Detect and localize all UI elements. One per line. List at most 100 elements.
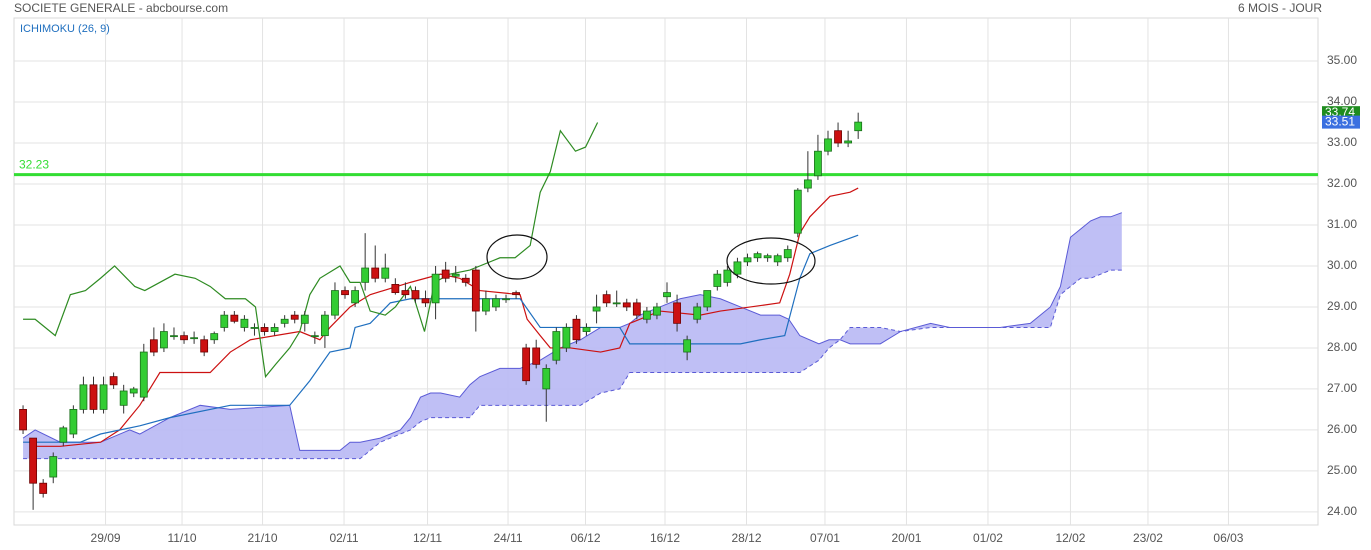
x-tick-label: 29/09	[91, 531, 121, 545]
candle-body	[803, 179, 812, 189]
candle-body	[512, 292, 520, 296]
candle-body	[592, 306, 601, 312]
indicator-line	[23, 234, 859, 443]
y-tick-label: 24.00	[1327, 504, 1357, 518]
candle-body	[39, 482, 48, 494]
candle-body	[270, 327, 279, 332]
candle-body	[814, 150, 822, 177]
level: 32.23	[14, 158, 1318, 177]
candle-body	[89, 384, 98, 410]
candle-body	[471, 269, 480, 312]
candle-body	[49, 456, 58, 478]
candle-body	[673, 302, 681, 324]
candle-body	[532, 347, 541, 365]
annotation-ellipse	[486, 234, 548, 280]
candle-body	[542, 368, 551, 390]
candle-body	[411, 290, 420, 300]
x-tick-label: 07/01	[810, 531, 840, 545]
candle-body	[552, 331, 561, 361]
candle-body	[723, 269, 732, 283]
candle-body	[119, 390, 128, 406]
candle-body	[653, 306, 661, 316]
y-tick-label: 31.00	[1327, 217, 1357, 231]
candle-body	[401, 290, 410, 296]
candle-body	[642, 310, 651, 320]
candle-body	[341, 290, 349, 296]
candle-body	[59, 427, 68, 443]
candle-body	[693, 306, 702, 320]
candle-body	[180, 335, 188, 341]
x-tick-label: 06/12	[570, 531, 600, 545]
candle-body	[310, 335, 319, 338]
candle-body	[19, 409, 27, 431]
candle-body	[663, 292, 671, 298]
candle-body	[421, 298, 430, 304]
level-label: 32.23	[19, 158, 49, 172]
candle-body	[703, 290, 712, 308]
y-tick-label: 33.00	[1327, 135, 1357, 149]
candle-body	[582, 327, 591, 332]
candle-body	[210, 333, 219, 341]
y-tick-label: 28.00	[1327, 340, 1357, 354]
x-tick-label: 23/02	[1133, 531, 1163, 545]
candle-body	[321, 314, 329, 337]
y-tick-label: 25.00	[1327, 463, 1357, 477]
y-tick-label: 29.00	[1327, 299, 1357, 313]
y-tick-label: 34.00	[1327, 94, 1357, 108]
candle-body	[622, 302, 631, 308]
candle-body	[139, 351, 148, 398]
candle-body	[773, 255, 782, 263]
candles	[19, 112, 863, 510]
price-tag	[1322, 115, 1360, 129]
candle-body	[371, 267, 380, 279]
candle-body	[431, 273, 440, 304]
labels: 24.00 25.00 26.00 27.00 28.00 29.00 30.00 31.00…	[91, 53, 1360, 545]
y-tick-label: 26.00	[1327, 422, 1357, 436]
x-tick-label: 12/11	[413, 531, 442, 545]
candle-body	[461, 277, 470, 283]
price-tag-label: 33.74	[1325, 105, 1355, 119]
annotation-ellipse	[726, 237, 816, 285]
x-tick-label: 02/11	[329, 531, 358, 545]
candle-body	[481, 298, 490, 312]
candle-body	[109, 376, 118, 386]
candle-body	[713, 273, 722, 287]
x-tick-label: 28/12	[731, 531, 761, 545]
candle-body	[230, 314, 239, 322]
candle-body	[331, 290, 339, 316]
candle-body	[160, 331, 168, 349]
candle-body	[492, 298, 500, 308]
x-tick-label: 12/02	[1055, 531, 1085, 545]
candle-body	[854, 121, 863, 132]
candle-body	[733, 261, 742, 275]
indicator-line	[33, 187, 859, 447]
candle-body	[69, 409, 78, 435]
candle-body	[753, 253, 762, 259]
candle-body	[562, 327, 571, 349]
y-tick-label: 30.00	[1327, 258, 1357, 272]
candle-body	[743, 257, 752, 263]
indicator-line	[23, 122, 599, 379]
candle-body	[441, 269, 450, 279]
grid	[14, 18, 1318, 525]
cloud	[22, 212, 1122, 460]
candle-body	[29, 437, 38, 484]
x-tick-label: 16/12	[650, 531, 680, 545]
chart-subtitle: 6 MOIS - JOUR	[1238, 1, 1322, 15]
candle-body	[250, 327, 259, 329]
indicator-label: ICHIMOKU (26, 9)	[20, 23, 110, 35]
candle-body	[351, 290, 359, 304]
candle-body	[280, 318, 289, 324]
x-tick-label: 21/10	[248, 531, 278, 545]
chart-title: SOCIETE GENERALE - abcbourse.com	[14, 1, 228, 15]
candle-body	[361, 267, 370, 283]
candle-body	[502, 298, 510, 301]
y-tick-label: 35.00	[1327, 53, 1357, 67]
x-tick-label: 06/03	[1213, 531, 1243, 545]
candle-body	[240, 318, 249, 328]
candle-body	[200, 339, 209, 353]
candle-body	[763, 255, 772, 259]
candle-body	[793, 189, 802, 234]
